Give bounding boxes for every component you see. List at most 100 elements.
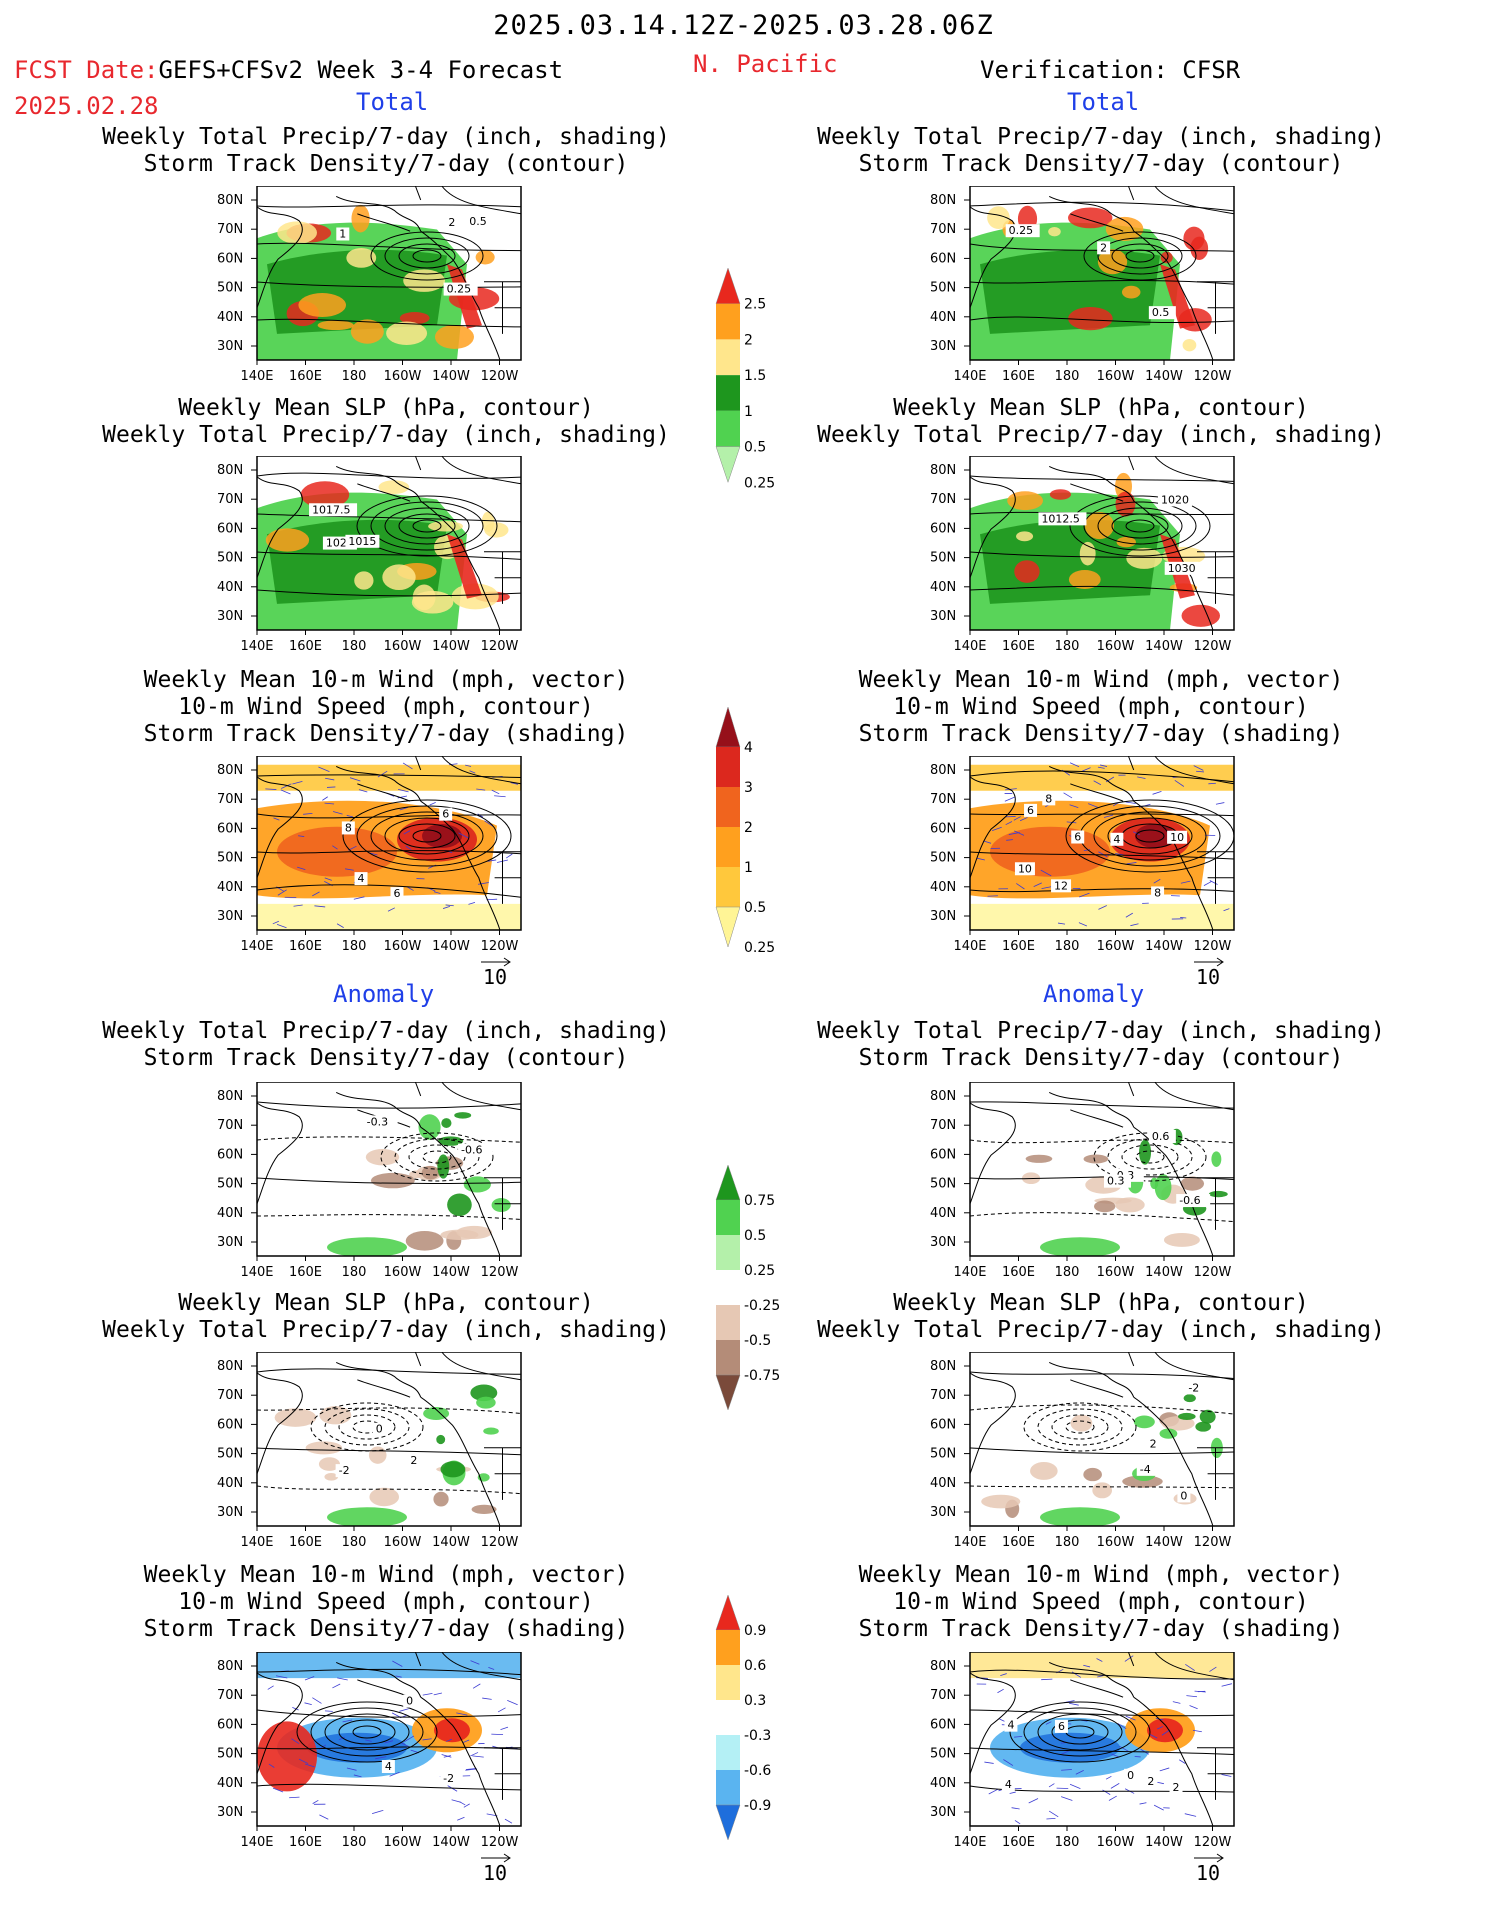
- lon-label: 160E: [1002, 1535, 1035, 1550]
- panel-title-slp_precip-total-left: Weekly Mean SLP (hPa, contour) Weekly Tot…: [66, 395, 706, 449]
- shading-layer: [970, 205, 1212, 360]
- colorbar-segment: [716, 1340, 740, 1375]
- lon-label: 180: [1055, 1265, 1080, 1280]
- contour-label: 0: [406, 1695, 413, 1708]
- contour-label: 0.25: [1009, 224, 1034, 237]
- lat-label: 50N: [930, 1177, 956, 1192]
- verification-label: Verification: CFSR: [980, 56, 1241, 84]
- contour-label: -0.6: [461, 1144, 482, 1157]
- lat-label: 50N: [217, 851, 243, 866]
- lat-label: 70N: [217, 792, 243, 807]
- fcst-model: GEFS+CFSv2 Week 3-4 Forecast: [158, 56, 564, 84]
- colorbar-segment: [716, 1305, 740, 1340]
- panel-title-line: Weekly Total Precip/7-day (inch, shading…: [102, 124, 670, 150]
- contour-label: 6: [1058, 1720, 1065, 1733]
- lat-label: 30N: [930, 1805, 956, 1820]
- lat-label: 70N: [930, 792, 956, 807]
- colorbar-storm_total: 4 3 2 1 0.5 0.25: [715, 707, 775, 956]
- lat-label: 80N: [217, 1359, 243, 1374]
- map-area: -0.3-0.60.30.6: [969, 1082, 1235, 1257]
- colorbar-cap: [715, 1165, 741, 1201]
- lat-label: 60N: [217, 521, 243, 536]
- colorbar-segment: [716, 867, 740, 907]
- lat-label: 60N: [930, 521, 956, 536]
- lat-label: 30N: [217, 609, 243, 624]
- date-range-title: 2025.03.14.12Z-2025.03.28.06Z: [493, 10, 994, 41]
- lat-label: 50N: [217, 1747, 243, 1762]
- map-panel-slp_precip-anomaly-right: 0 -2 -4 2 80N 70N 60N 50N 40N 30N 140E 160E 180 160W 1…: [930, 1352, 1235, 1550]
- colorbar-segment: [716, 1235, 740, 1270]
- lon-label: 140W: [432, 639, 470, 654]
- contour-label: 1020: [1161, 493, 1189, 506]
- lon-label: 140E: [953, 1535, 986, 1550]
- map-area: 2 0.5 0.25: [969, 186, 1235, 361]
- map-area: 0 4 -2: [256, 1652, 522, 1827]
- panel-title-line: Weekly Mean 10-m Wind (mph, vector): [143, 667, 629, 693]
- panel-title-slp_precip-total-right: Weekly Mean SLP (hPa, contour) Weekly Tot…: [781, 395, 1421, 449]
- contour-label: 8: [1154, 886, 1161, 899]
- colorbar-label: 0.3: [744, 1693, 766, 1709]
- panel-title-wind_storm-anomaly-right: Weekly Mean 10-m Wind (mph, vector) 10-m …: [781, 1562, 1421, 1643]
- lon-label: 140W: [432, 1535, 470, 1550]
- panel-title-line: Weekly Mean SLP (hPa, contour): [178, 395, 594, 421]
- contour-label: 1015: [348, 535, 376, 548]
- contour-label: -2: [339, 1464, 350, 1477]
- contour-label: 1030: [1168, 562, 1196, 575]
- fcst-date-label: FCST Date:: [14, 56, 159, 84]
- lon-label: 160E: [1002, 939, 1035, 954]
- panel-title-wind_storm-total-left: Weekly Mean 10-m Wind (mph, vector) 10-m …: [66, 667, 706, 748]
- lon-label: 140W: [1145, 939, 1183, 954]
- colorbar-label: 4: [744, 740, 753, 756]
- lat-label: 30N: [217, 1505, 243, 1520]
- panel-title-precip_storm-anomaly-right: Weekly Total Precip/7-day (inch, shading…: [781, 1018, 1421, 1072]
- colorbar-segment: [716, 303, 740, 340]
- colorbar-cap: [715, 906, 741, 948]
- lon-label: 160E: [289, 1265, 322, 1280]
- lat-label: 50N: [930, 851, 956, 866]
- contour-layer: [257, 774, 521, 898]
- panel-title-line: Storm Track Density/7-day (contour): [143, 151, 629, 177]
- lon-label: 160W: [384, 639, 422, 654]
- contour-label: 2: [1147, 1775, 1154, 1788]
- lon-label: 140W: [1145, 1535, 1183, 1550]
- lon-label: 140W: [432, 1265, 470, 1280]
- contour-label: 4: [358, 872, 365, 885]
- lat-label: 80N: [930, 1659, 956, 1674]
- lon-label: 160W: [1097, 639, 1135, 654]
- contour-label: 10: [1170, 831, 1184, 844]
- contour-label: 1: [339, 228, 346, 241]
- colorbar-precip_total: 2.5 2 1.5 1 0.5 0.25: [715, 268, 775, 491]
- colorbar-segment: [716, 1735, 740, 1770]
- colorbar-cap: [715, 1374, 741, 1411]
- colorbar-label: 0.25: [744, 940, 775, 956]
- lat-label: 80N: [217, 1089, 243, 1104]
- colorbar-segment: [716, 1200, 740, 1235]
- shading-layer: [274, 1384, 499, 1526]
- lat-label: 30N: [930, 609, 956, 624]
- lat-label: 60N: [217, 251, 243, 266]
- lat-label: 50N: [217, 281, 243, 296]
- lat-label: 70N: [217, 492, 243, 507]
- lat-label: 70N: [217, 1118, 243, 1133]
- lat-label: 40N: [930, 1206, 956, 1221]
- colorbar-segment: [716, 339, 740, 376]
- lon-label: 160W: [384, 1535, 422, 1550]
- vector-scale-label: 10: [1196, 965, 1220, 989]
- lat-label: 80N: [930, 193, 956, 208]
- lat-label: 80N: [930, 1359, 956, 1374]
- lon-label: 180: [1055, 639, 1080, 654]
- lon-label: 140W: [1145, 1835, 1183, 1850]
- panel-title-line: Storm Track Density/7-day (contour): [858, 1045, 1344, 1071]
- vector-scale: 10: [1194, 957, 1224, 989]
- lon-label: 160E: [1002, 369, 1035, 384]
- vector-scale-label: 10: [483, 1861, 507, 1885]
- lon-label: 140W: [432, 369, 470, 384]
- contour-label: 8: [345, 821, 352, 834]
- contour-layer: [970, 1669, 1234, 1793]
- colorbar-segment: [716, 1630, 740, 1665]
- lon-label: 180: [342, 1265, 367, 1280]
- lon-label: 160W: [1097, 939, 1135, 954]
- panel-title-line: Weekly Mean 10-m Wind (mph, vector): [858, 667, 1344, 693]
- contour-layer: [257, 1101, 521, 1220]
